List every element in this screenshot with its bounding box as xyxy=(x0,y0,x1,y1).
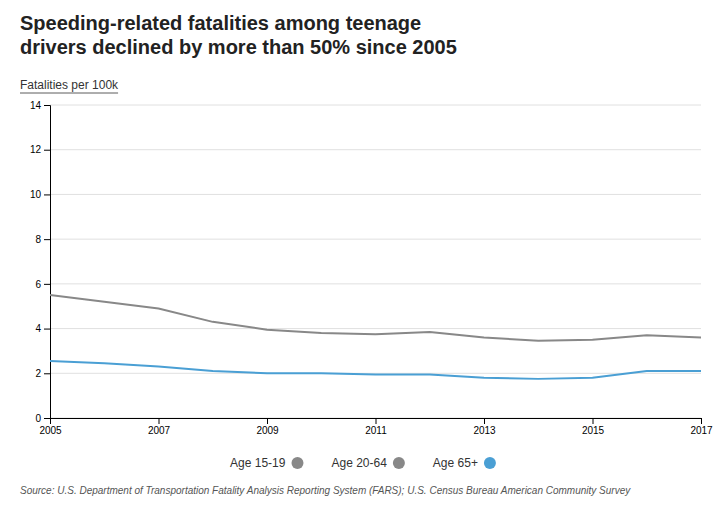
y-tick-label: 12 xyxy=(30,144,42,155)
y-tick: 14 xyxy=(30,100,50,111)
y-tick: 8 xyxy=(35,234,50,245)
grid-line xyxy=(50,283,701,284)
grid-line xyxy=(50,105,701,106)
y-tick-mark xyxy=(44,105,50,106)
title: Speeding-related fatalities among teenag… xyxy=(20,12,457,58)
y-tick-mark xyxy=(44,150,50,151)
y-tick: 10 xyxy=(30,189,50,200)
x-axis-line xyxy=(51,419,702,425)
y-tick-mark xyxy=(44,418,50,419)
x-tick-mark xyxy=(701,418,702,424)
x-tick: 2009 xyxy=(256,418,279,436)
source: Source: U.S. Department of Transportatio… xyxy=(20,485,631,496)
y-axis-title-underline xyxy=(20,93,118,94)
legend-label: Age 20-64 xyxy=(331,456,387,470)
y-tick-label: 14 xyxy=(30,100,42,111)
x-tick: 2011 xyxy=(365,418,387,436)
x-tick-mark xyxy=(593,418,594,424)
x-axis: 2005 2007 2009 2011 2013 2015 2017 xyxy=(39,418,713,436)
y-tick: 4 xyxy=(35,323,50,334)
grid-line xyxy=(50,328,701,329)
x-tick: 2013 xyxy=(473,418,496,436)
y-axis-line xyxy=(44,106,51,419)
y-tick-mark xyxy=(44,194,50,195)
x-tick: 2015 xyxy=(582,418,605,436)
y-tick-label: 8 xyxy=(35,234,41,245)
series-line xyxy=(50,295,701,341)
y-tick-mark xyxy=(44,239,50,240)
y-tick: 0 xyxy=(35,413,50,424)
grid-line xyxy=(50,194,701,195)
y-tick-mark xyxy=(44,329,50,330)
x-tick-label: 2007 xyxy=(148,425,171,436)
legend-label: Age 15-19 xyxy=(230,456,286,470)
x-tick-label: 2013 xyxy=(473,425,496,436)
x-tick-label: 2005 xyxy=(39,425,62,436)
grid xyxy=(50,105,701,418)
grid-line xyxy=(50,239,701,240)
y-axis: 0 2 4 6 8 10 12 14 xyxy=(30,100,51,424)
y-tick: 12 xyxy=(30,144,50,155)
y-tick: 6 xyxy=(35,279,50,290)
y-tick-label: 6 xyxy=(35,279,41,290)
y-tick: 2 xyxy=(35,368,50,379)
chart: Speeding-related fatalities among teenag… xyxy=(0,0,726,518)
legend-swatch xyxy=(484,457,496,469)
legend-item: Age 15-19 xyxy=(230,456,303,470)
y-tick-label: 4 xyxy=(35,323,41,334)
y-axis-title: Fatalities per 100k xyxy=(20,78,119,92)
legend: Age 15-19 Age 20-64 Age 65+ xyxy=(230,456,496,470)
legend-swatch xyxy=(291,457,303,469)
x-tick-label: 2009 xyxy=(256,425,279,436)
legend-swatch xyxy=(393,457,405,469)
y-tick-label: 2 xyxy=(35,368,41,379)
x-tick-mark xyxy=(484,418,485,424)
x-tick-mark xyxy=(159,418,160,424)
y-tick-label: 10 xyxy=(30,189,42,200)
x-tick-mark xyxy=(376,418,377,424)
y-tick-label: 0 xyxy=(35,413,41,424)
x-tick: 2007 xyxy=(148,418,171,436)
x-tick-mark xyxy=(267,418,268,424)
grid-line xyxy=(50,149,701,150)
x-tick-label: 2011 xyxy=(365,425,387,436)
y-tick-mark xyxy=(44,284,50,285)
x-tick-label: 2015 xyxy=(582,425,605,436)
legend-item: Age 20-64 xyxy=(331,456,404,470)
legend-label: Age 65+ xyxy=(433,456,478,470)
y-tick-mark xyxy=(44,373,50,374)
x-tick: 2017 xyxy=(690,418,713,436)
x-tick-label: 2017 xyxy=(690,425,713,436)
x-tick: 2005 xyxy=(39,418,62,436)
legend-item: Age 65+ xyxy=(433,456,496,470)
plot: 2005 2007 2009 2011 2013 2015 2017 0 2 4 6 8 10 12 14 xyxy=(30,100,713,436)
series-line xyxy=(50,361,701,379)
lines xyxy=(50,295,701,379)
